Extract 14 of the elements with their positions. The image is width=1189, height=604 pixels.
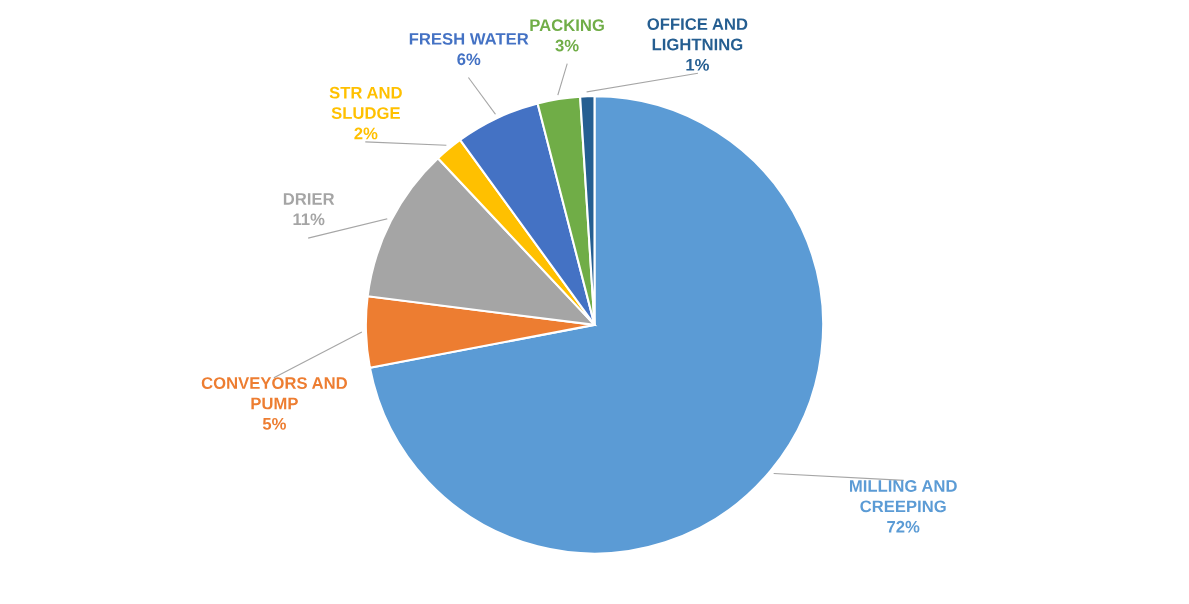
data-label: 72% [887, 520, 920, 533]
data-label: 5% [262, 417, 286, 430]
slice-label: PACKING [530, 19, 604, 32]
slice-label: MILLING AND CREEPING [849, 480, 957, 513]
data-label: 6% [457, 53, 481, 66]
slice-label: FRESH WATER [409, 32, 529, 45]
slice-label: CONVEYORS AND PUMP [201, 377, 347, 410]
slice-label: STR AND SLUDGE [329, 86, 402, 119]
data-label: 11% [293, 213, 325, 226]
slice-label: OFFICE AND LIGHTNING [647, 18, 748, 51]
data-label: 2% [354, 127, 378, 140]
slice-label: DRIER [283, 193, 335, 205]
data-label: 1% [686, 58, 709, 71]
data-label: 3% [555, 39, 579, 52]
